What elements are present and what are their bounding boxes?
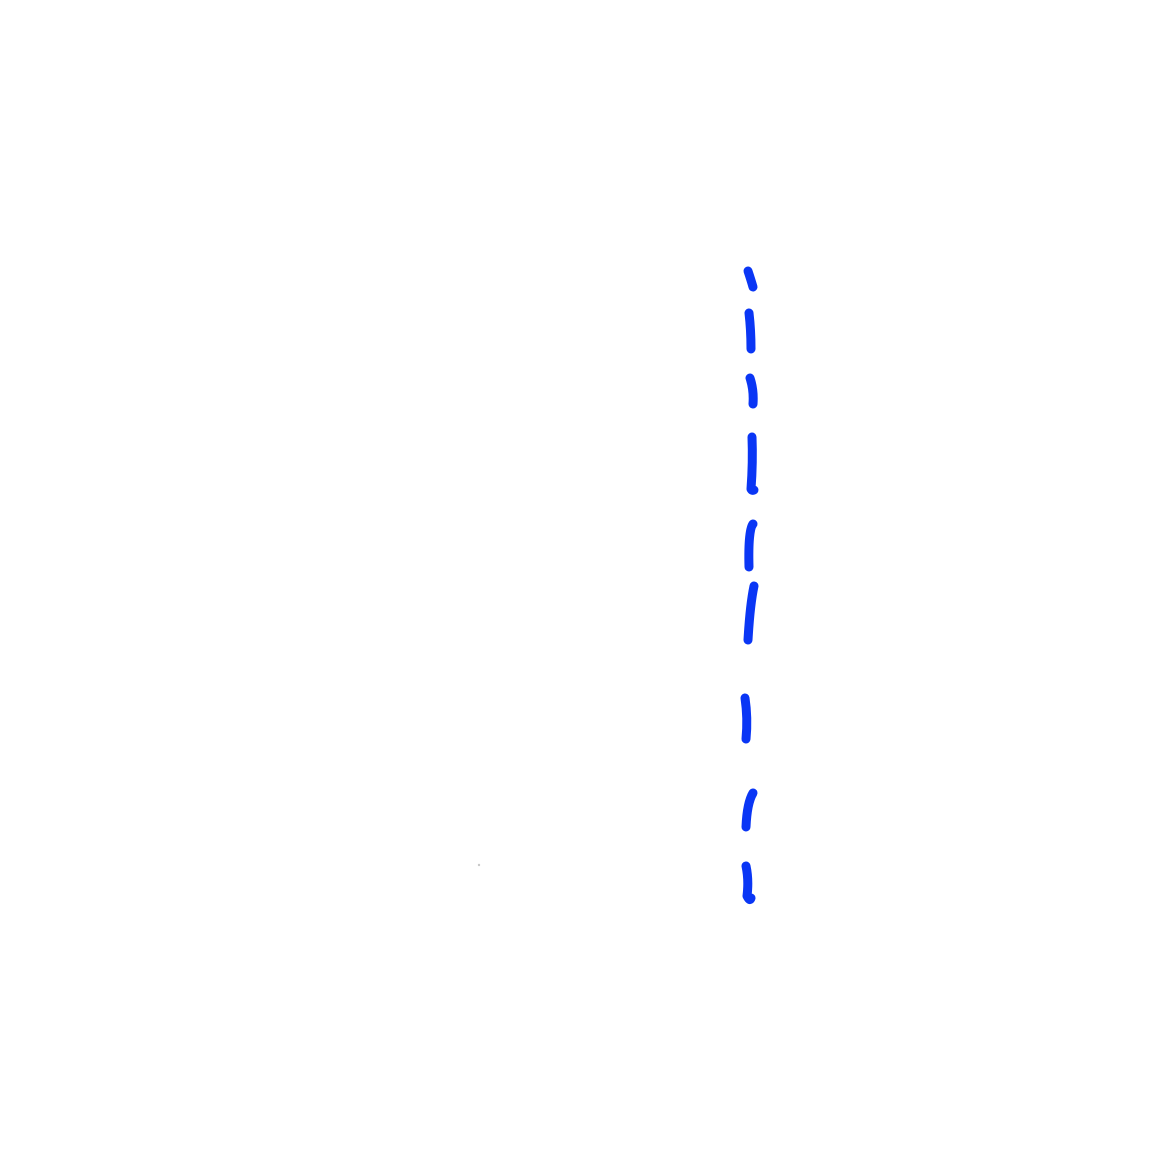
dash-stroke-1 xyxy=(743,266,758,292)
dash-stroke-5 xyxy=(744,519,758,572)
dash-stroke-8 xyxy=(741,788,758,832)
dash-stroke-9 xyxy=(741,861,756,905)
dash-stroke-4 xyxy=(746,432,759,495)
dash-stroke-7 xyxy=(740,693,752,744)
dash-stroke-2 xyxy=(744,308,756,354)
dash-stroke-6 xyxy=(743,581,759,645)
dash-stroke-3 xyxy=(745,373,758,409)
faint-speck xyxy=(477,863,481,867)
